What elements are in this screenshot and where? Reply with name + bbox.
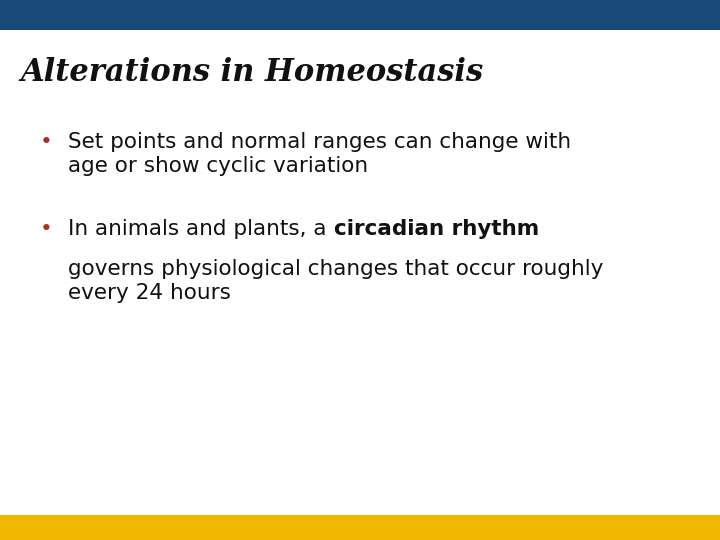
Text: Set points and normal ranges can change with
age or show cyclic variation: Set points and normal ranges can change … (68, 132, 572, 176)
Text: In animals and plants, a: In animals and plants, a (68, 219, 334, 239)
Text: governs physiological changes that occur roughly
every 24 hours: governs physiological changes that occur… (68, 259, 604, 303)
Text: © 2011 Pearson Education, Inc.: © 2011 Pearson Education, Inc. (13, 523, 190, 533)
Text: circadian rhythm: circadian rhythm (334, 219, 539, 239)
Text: Alterations in Homeostasis: Alterations in Homeostasis (20, 57, 483, 87)
Text: •: • (40, 219, 53, 239)
Text: •: • (40, 132, 53, 152)
